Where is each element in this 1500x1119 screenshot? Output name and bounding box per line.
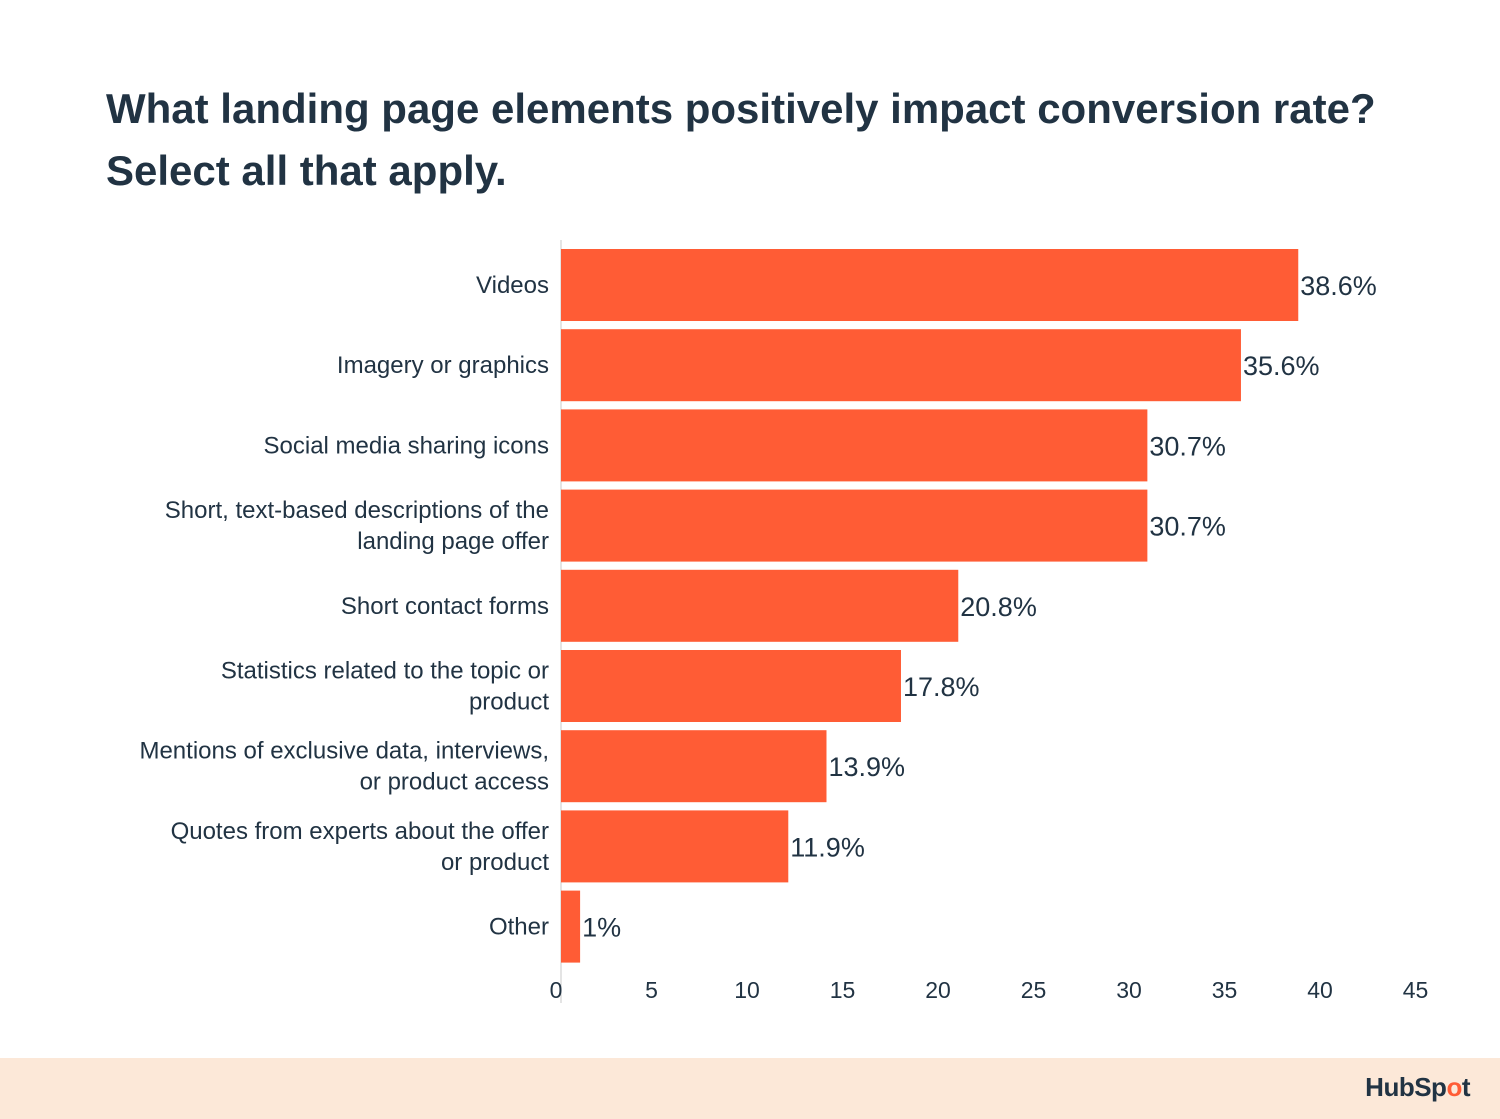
bar xyxy=(561,249,1299,321)
x-tick-label: 10 xyxy=(734,977,760,1003)
bar xyxy=(561,810,789,883)
data-label: 20.8% xyxy=(960,592,1037,622)
data-label: 35.6% xyxy=(1243,351,1320,381)
hubspot-logo: HubSpot xyxy=(1365,1072,1470,1102)
x-tick-label: 15 xyxy=(830,977,856,1003)
category-label: or product xyxy=(441,849,549,876)
category-label: landing page offer xyxy=(357,528,549,555)
x-tick-label: 40 xyxy=(1307,977,1333,1003)
category-label: or product access xyxy=(360,769,549,796)
bar xyxy=(561,489,1148,562)
category-label: Short contact forms xyxy=(341,593,549,620)
category-label: Mentions of exclusive data, interviews, xyxy=(139,738,549,765)
bar xyxy=(561,650,901,722)
category-label: Videos xyxy=(476,272,549,299)
category-label: Social media sharing icons xyxy=(264,432,549,459)
data-label: 13.9% xyxy=(828,752,905,782)
x-tick-label: 45 xyxy=(1403,977,1429,1003)
x-tick-label: 20 xyxy=(925,977,951,1003)
category-label: Other xyxy=(489,914,549,941)
x-tick-label: 5 xyxy=(645,977,658,1003)
chart-title: What landing page elements positively im… xyxy=(106,85,1376,194)
bar-chart: 38.6% Videos 35.6% Imagery or graphics 30.7%… xyxy=(139,240,1429,1003)
bar xyxy=(561,890,581,963)
bar xyxy=(561,329,1241,402)
category-label: Short, text-based descriptions of the xyxy=(165,497,549,524)
category-label: Imagery or graphics xyxy=(337,352,549,379)
x-tick-label: 35 xyxy=(1212,977,1238,1003)
x-tick-label: 25 xyxy=(1021,977,1047,1003)
x-tick-label: 30 xyxy=(1116,977,1142,1003)
data-label: 1% xyxy=(582,913,621,943)
bar xyxy=(561,730,827,803)
data-label: 11.9% xyxy=(790,832,865,862)
footer-band: HubSpot xyxy=(0,1058,1500,1119)
bar xyxy=(561,409,1148,482)
data-label: 30.7% xyxy=(1149,512,1226,542)
category-label: Quotes from experts about the offer xyxy=(171,818,549,845)
data-label: 30.7% xyxy=(1149,431,1226,461)
category-label: product xyxy=(469,689,549,716)
data-label: 17.8% xyxy=(903,672,980,702)
bar xyxy=(561,569,959,642)
data-label: 38.6% xyxy=(1300,271,1377,301)
category-label: Statistics related to the topic or xyxy=(221,658,549,685)
x-tick-label: 0 xyxy=(550,977,563,1003)
